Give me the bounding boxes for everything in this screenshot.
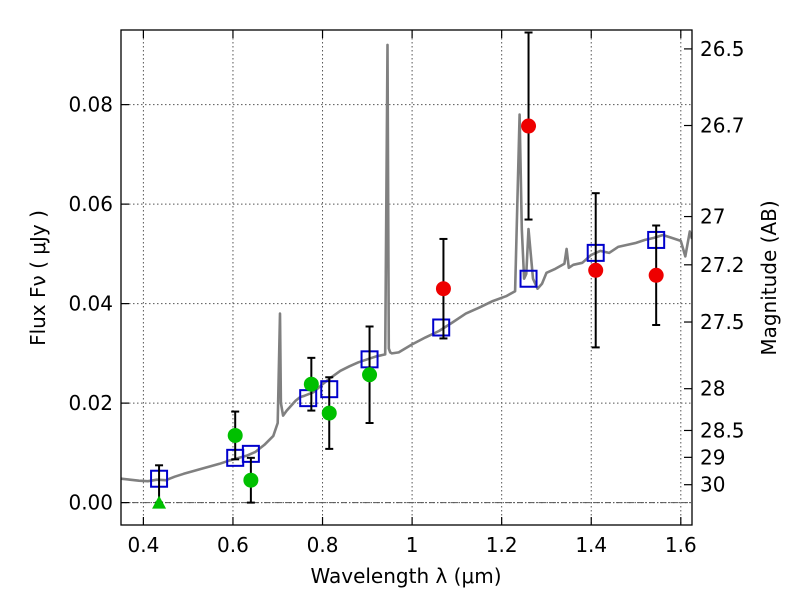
- grid-lines: [121, 30, 692, 525]
- y-tick-label: 0.06: [68, 192, 113, 216]
- y2-tick-label: 29: [700, 445, 725, 469]
- axes: 0.4 0.6 0.8 1 1.2 1.4 1.6 0.00 0.02 0.04 0.06 0.08 2…: [68, 29, 745, 557]
- x-axis-label: Wavelength λ (μm): [310, 564, 501, 588]
- plot-frame: [120, 29, 693, 526]
- x-tick-label: 0.4: [127, 533, 159, 557]
- x-tick-label: 0.8: [307, 533, 339, 557]
- y-tick-label: 0.02: [68, 391, 113, 415]
- y-tick-label: 0.04: [68, 292, 113, 316]
- plot-contents: [121, 31, 692, 509]
- y-axis-label: Flux Fν ( μJy ): [26, 210, 50, 346]
- green-data-point: [321, 405, 337, 421]
- model-photometry-square: [432, 318, 451, 337]
- y2-tick-label: 30: [700, 473, 725, 497]
- upper-limit-triangle: [152, 495, 167, 509]
- y2-tick-label: 28: [700, 377, 725, 401]
- y2-tick-label: 28.5: [700, 418, 745, 442]
- red-data-point: [521, 118, 537, 134]
- x-tick-label: 1.4: [575, 533, 607, 557]
- y2-tick-label: 27.5: [700, 310, 745, 334]
- x-tick-label: 0.6: [217, 533, 249, 557]
- green-data-point: [227, 427, 243, 443]
- y2-tick-label: 26.5: [700, 37, 745, 61]
- y2-tick-label: 26.7: [700, 114, 745, 138]
- green-data-point: [243, 472, 259, 488]
- y-tick-label: 0.08: [68, 93, 113, 117]
- x-tick-label: 1: [406, 533, 419, 557]
- plot-area: [121, 31, 692, 509]
- x-tick-label: 1.2: [486, 533, 518, 557]
- model-spectrum-line: [121, 43, 692, 483]
- y2-tick-label: 27: [700, 205, 725, 229]
- red-data-point: [588, 262, 604, 278]
- x-tick-label: 1.6: [665, 533, 697, 557]
- model-photometry-square: [519, 269, 538, 288]
- y2-tick-label: 27.2: [700, 253, 745, 277]
- red-data-point: [648, 267, 664, 283]
- y2-axis-label: Magnitude (AB): [757, 200, 781, 355]
- green-data-point: [303, 376, 319, 392]
- y-tick-label: 0.00: [68, 491, 113, 515]
- red-data-point: [435, 281, 451, 297]
- green-data-point: [362, 367, 378, 383]
